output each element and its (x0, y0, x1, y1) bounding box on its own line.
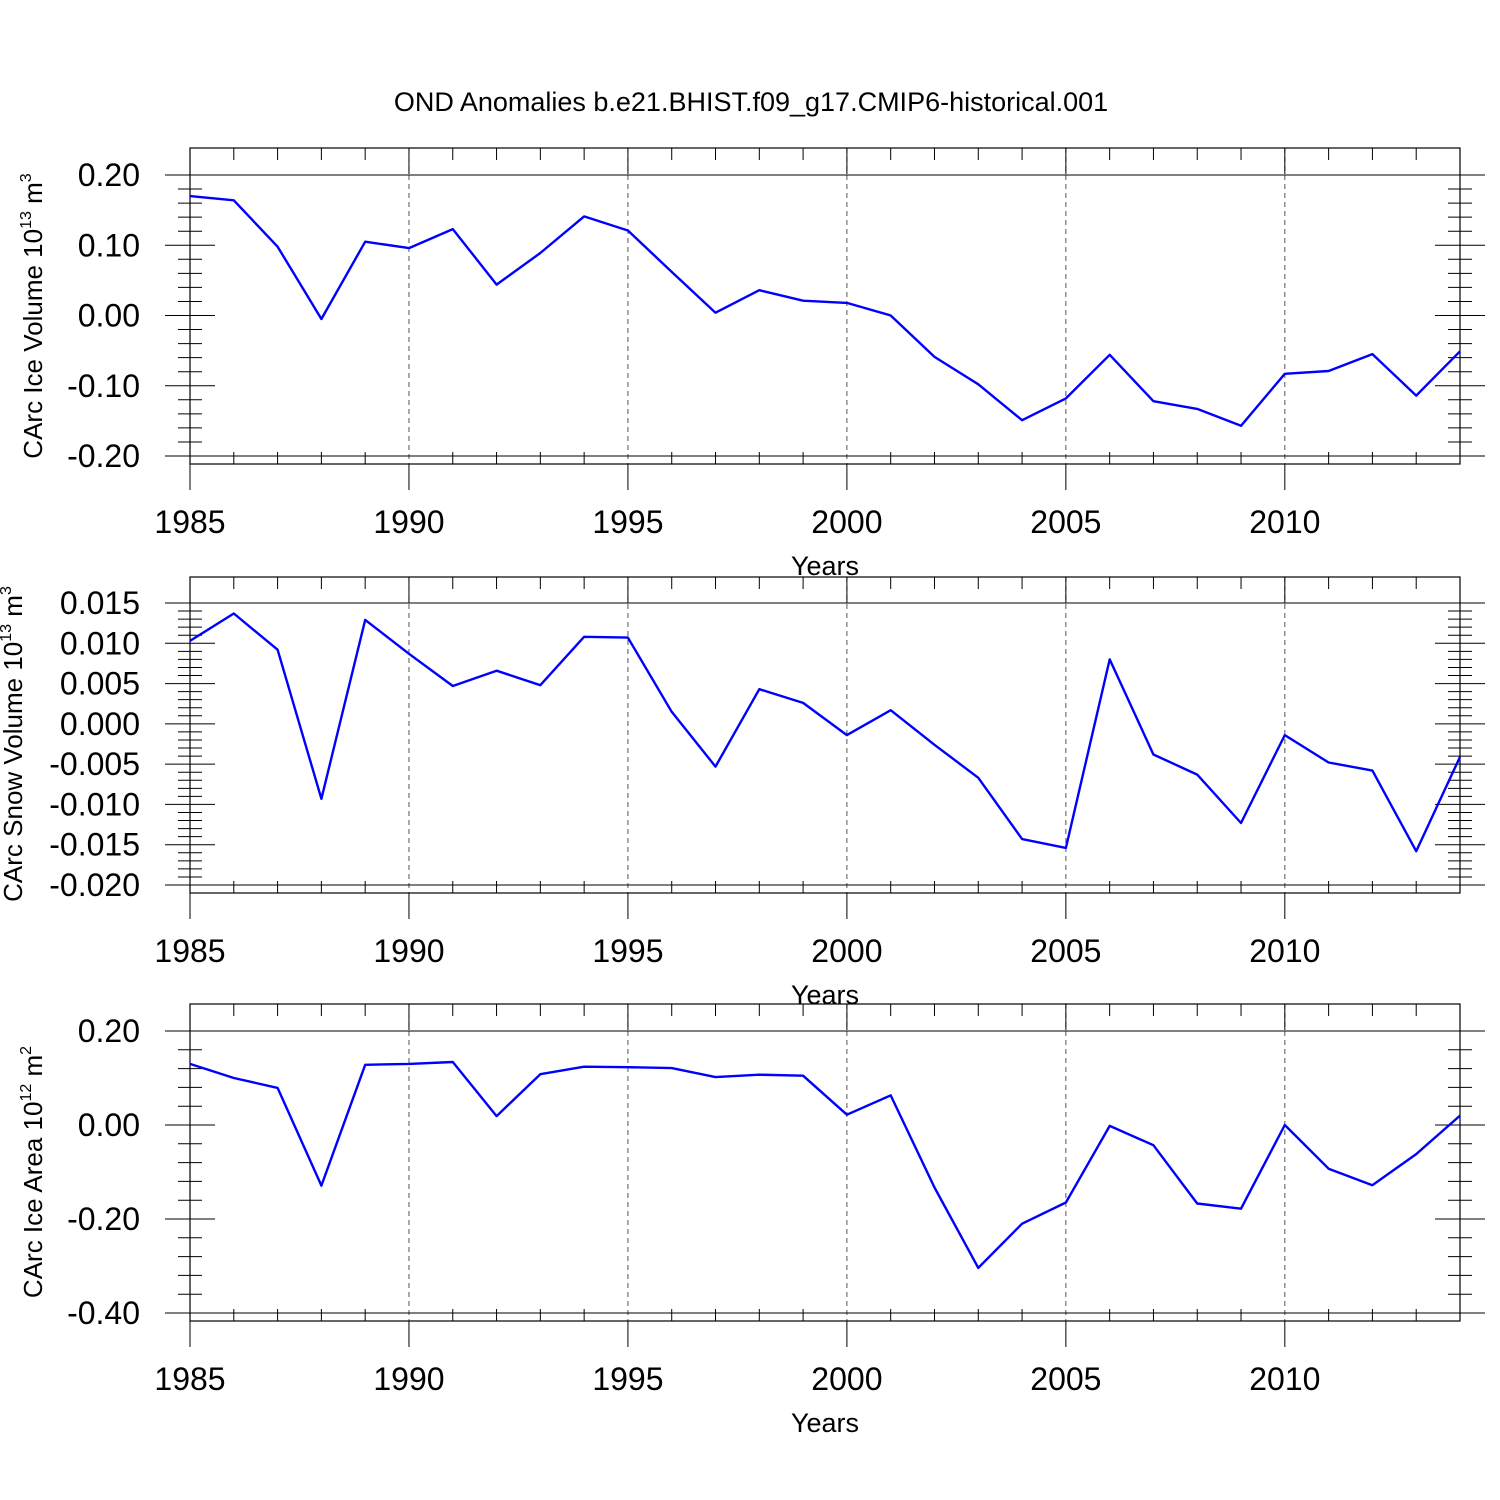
x-tick-label: 2005 (1030, 933, 1101, 969)
x-tick-label: 2000 (811, 504, 882, 540)
x-tick-label: 2000 (811, 933, 882, 969)
y-label-text: m (0, 595, 28, 624)
y-tick-label: 0.20 (78, 1013, 140, 1049)
y-tick-label: 0.015 (60, 585, 140, 621)
y-label-text: CArc Snow Volume 10 (0, 642, 28, 902)
y-tick-label: 0.00 (78, 1107, 140, 1143)
plot-frame (189, 576, 1461, 894)
y-tick-label: -0.005 (49, 746, 140, 782)
x-tick-label: 1995 (592, 933, 663, 969)
y-tick-label: -0.20 (67, 1201, 140, 1237)
y-label-text: CArc Ice Area 10 (18, 1102, 48, 1299)
y-label-text: CArc Ice Volume 10 (18, 229, 48, 459)
x-axis-label: Years (791, 1408, 859, 1438)
x-tick-label: 2010 (1249, 504, 1320, 540)
y-label-text: m (18, 182, 48, 211)
x-tick-label: 1985 (154, 504, 225, 540)
y-tick-label: 0.010 (60, 625, 140, 661)
y-tick-label: -0.010 (49, 786, 140, 822)
y-tick-label: -0.40 (67, 1295, 140, 1331)
y-axis-label: CArc Snow Volume 1013 m3 (0, 586, 28, 902)
x-axis-label: Years (791, 551, 859, 581)
y-tick-label: -0.015 (49, 827, 140, 863)
plot-frame (189, 147, 1461, 465)
x-tick-label: 2005 (1030, 1361, 1101, 1397)
panel-1: 0.20 0.10 0.00 -0.10 -0.20 1985 1990 1995 2000 20… (18, 147, 1485, 581)
panel-3: 0.20 0.00 -0.20 -0.40 1985 1990 1995 2000 2005 20… (18, 1003, 1485, 1438)
plot-frame (189, 1003, 1461, 1322)
series-line-3 (189, 1060, 1461, 1270)
y-tick-label: 0.000 (60, 706, 140, 742)
y-tick-label: 0.005 (60, 666, 140, 702)
x-tick-label: 1990 (373, 504, 444, 540)
x-tick-label: 1985 (154, 1361, 225, 1397)
chart-title: OND Anomalies b.e21.BHIST.f09_g17.CMIP6-… (394, 87, 1108, 117)
y-label-superscript: 13 (0, 624, 15, 642)
y-label-text: m (18, 1055, 48, 1084)
x-tick-label: 2010 (1249, 1361, 1320, 1397)
y-label-superscript: 12 (18, 1084, 35, 1102)
x-tick-label: 2010 (1249, 933, 1320, 969)
y-label-superscript: 3 (0, 586, 15, 595)
y-tick-label: 0.10 (78, 227, 140, 263)
y-tick-label: -0.20 (67, 438, 140, 474)
y-tick-label: -0.10 (67, 368, 140, 404)
x-tick-label: 1995 (592, 504, 663, 540)
y-tick-label: -0.020 (49, 867, 140, 903)
x-tick-label: 1990 (373, 933, 444, 969)
x-tick-label: 2000 (811, 1361, 882, 1397)
y-label-superscript: 13 (18, 211, 35, 229)
x-tick-label: 2005 (1030, 504, 1101, 540)
y-axis-label: CArc Ice Area 1012 m2 (18, 1046, 48, 1298)
y-label-superscript: 3 (18, 173, 35, 182)
series-line-2 (189, 612, 1462, 853)
x-tick-label: 1995 (592, 1361, 663, 1397)
x-axis-label: Years (791, 980, 859, 1010)
y-tick-label: 0.20 (78, 157, 140, 193)
panel-2: 0.015 0.010 0.005 0.000 -0.005 -0.010 -0.015 -0… (0, 576, 1485, 1010)
series-line-1 (189, 194, 1461, 427)
x-tick-label: 1990 (373, 1361, 444, 1397)
y-label-superscript: 2 (18, 1046, 35, 1055)
x-tick-label: 1985 (154, 933, 225, 969)
y-tick-label: 0.00 (78, 298, 140, 334)
y-axis-label: CArc Ice Volume 1013 m3 (18, 173, 48, 458)
